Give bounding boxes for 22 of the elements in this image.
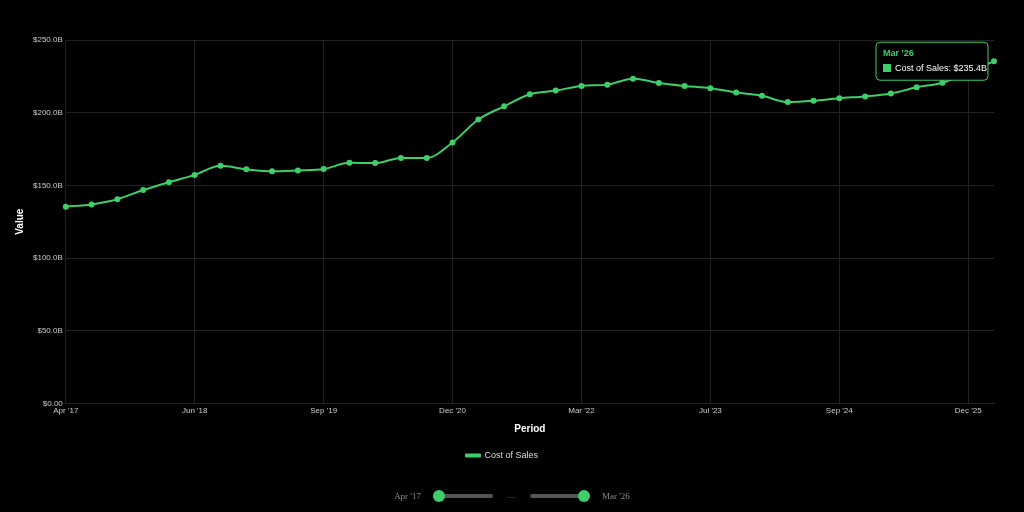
y-tick-label: $0.00	[42, 398, 64, 408]
y-tick-label: $250.0B	[32, 35, 63, 45]
y-tick-label: $50.0B	[37, 325, 63, 335]
text: —	[507, 491, 516, 501]
text: Apr '17	[394, 491, 421, 501]
y-tick-label: $150.0B	[32, 180, 63, 190]
x-tick-label: Jul '23	[698, 406, 723, 416]
text: Mar '26	[602, 491, 630, 501]
y-tick-label: $100.0B	[32, 253, 63, 263]
annotation: Mar '26	[883, 47, 914, 58]
x-tick-label: Dec '25	[954, 406, 983, 416]
x-tick-label: Sep '19	[310, 406, 338, 416]
y-tick-label: $200.0B	[32, 107, 63, 117]
x-tick-label: Dec '20	[439, 406, 467, 416]
x-axis-title: Period	[514, 422, 546, 434]
y-axis-title: Value	[13, 208, 25, 235]
x-tick-label: Apr '17	[53, 406, 79, 416]
legend-label: Cost of Sales	[484, 449, 539, 460]
annotation: Cost of Sales: $235.4B	[895, 63, 988, 74]
x-tick-label: Jun '18	[181, 406, 209, 416]
x-tick-label: Mar '22	[568, 406, 596, 416]
x-tick-label: Sep '24	[825, 406, 854, 416]
